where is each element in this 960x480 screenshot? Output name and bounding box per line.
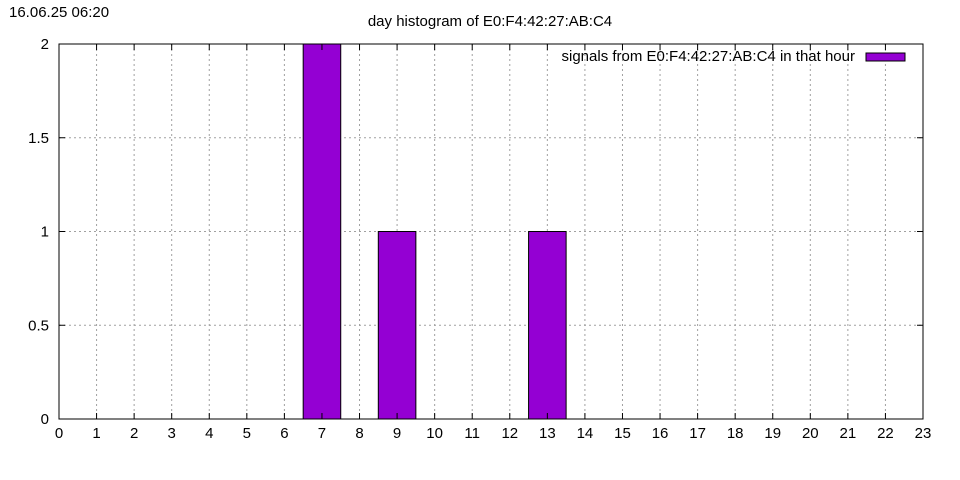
x-tick-label: 5 [243, 425, 251, 442]
x-tick-label: 4 [205, 425, 213, 442]
x-tick-label: 13 [539, 425, 556, 442]
y-tick-label: 0.5 [28, 317, 49, 334]
x-tick-label: 6 [280, 425, 288, 442]
x-tick-label: 17 [689, 425, 706, 442]
x-tick-label: 20 [802, 425, 819, 442]
x-tick-label: 23 [915, 425, 932, 442]
axis-ticks: 0 1 2 3 4 5 6 7 8 9 10 11 12 13 14 15 16 17 18 19 20 21 22 2300… [28, 36, 931, 442]
x-tick-label: 3 [168, 425, 176, 442]
bar [528, 231, 567, 420]
bars [302, 43, 567, 420]
x-tick-label: 11 [464, 425, 480, 442]
x-tick-label: 18 [727, 425, 744, 442]
y-tick-label: 1 [41, 224, 49, 241]
legend-swatch [865, 52, 906, 62]
y-tick-label: 0 [41, 411, 49, 428]
grid-lines [59, 44, 923, 419]
x-tick-label: 19 [764, 425, 781, 442]
x-tick-label: 9 [393, 425, 401, 442]
chart-title: day histogram of E0:F4:42:27:AB:C4 [368, 13, 612, 30]
timestamp: 16.06.25 06:20 [9, 4, 110, 21]
x-tick-label: 21 [840, 425, 857, 442]
x-tick-label: 8 [355, 425, 363, 442]
legend: signals from E0:F4:42:27:AB:C4 in that h… [562, 48, 906, 65]
x-tick-label: 10 [426, 425, 443, 442]
x-tick-label: 14 [577, 425, 594, 442]
y-tick-label: 2 [41, 36, 49, 53]
x-tick-label: 15 [614, 425, 631, 442]
x-tick-label: 22 [877, 425, 894, 442]
legend-label: signals from E0:F4:42:27:AB:C4 in that h… [562, 48, 856, 65]
x-tick-label: 12 [501, 425, 518, 442]
x-tick-label: 1 [92, 425, 100, 442]
x-tick-label: 2 [130, 425, 138, 442]
x-tick-label: 7 [318, 425, 326, 442]
bar [377, 231, 417, 420]
x-tick-label: 16 [652, 425, 669, 442]
bar [302, 43, 342, 420]
x-tick-label: 0 [55, 425, 63, 442]
y-tick-label: 1.5 [28, 130, 49, 147]
